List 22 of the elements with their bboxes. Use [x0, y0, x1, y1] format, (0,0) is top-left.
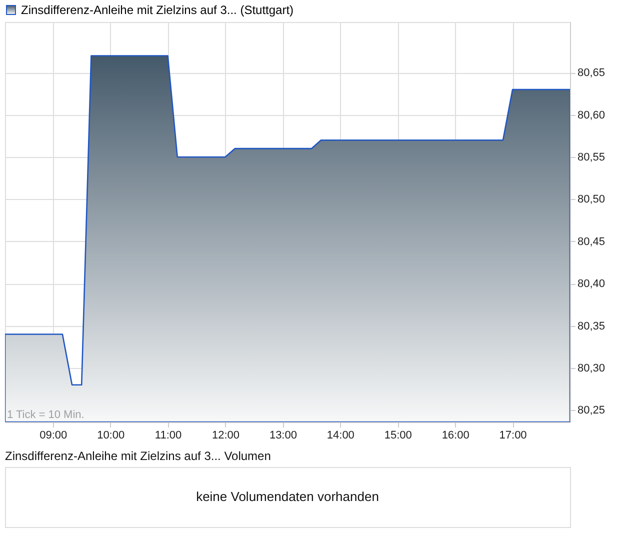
- x-tick-label: 17:00: [499, 430, 527, 442]
- y-tick-label: 80,50: [578, 194, 606, 206]
- y-tick-label: 80,35: [578, 320, 606, 332]
- y-tick-label: 80,40: [578, 278, 606, 290]
- x-tick-label: 13:00: [269, 430, 297, 442]
- legend-label: Zinsdifferenz-Anleihe mit Zielzins auf 3... (Stuttgart): [21, 3, 294, 17]
- y-tick-label: 80,65: [578, 67, 606, 80]
- text: keine Volumendaten vorhanden: [196, 489, 379, 504]
- annotation: 1 Tick = 10 Min.: [7, 409, 84, 421]
- x-tick-label: 09:00: [40, 430, 68, 442]
- text: Zinsdifferenz-Anleihe mit Zielzins auf 3... Volumen: [5, 449, 271, 463]
- y-tick-label: 80,60: [578, 109, 606, 122]
- x-tick-label: 16:00: [442, 430, 470, 442]
- x-tick-label: 10:00: [97, 430, 125, 442]
- x-tick-label: 14:00: [326, 430, 354, 442]
- x-tick-label: 12:00: [212, 430, 240, 442]
- y-tick-label: 80,25: [578, 404, 606, 417]
- x-tick-label: 11:00: [154, 430, 182, 442]
- y-tick-label: 80,30: [578, 362, 606, 374]
- y-tick-label: 80,55: [578, 152, 606, 164]
- y-tick-label: 80,45: [578, 236, 606, 248]
- x-tick-label: 15:00: [384, 430, 412, 442]
